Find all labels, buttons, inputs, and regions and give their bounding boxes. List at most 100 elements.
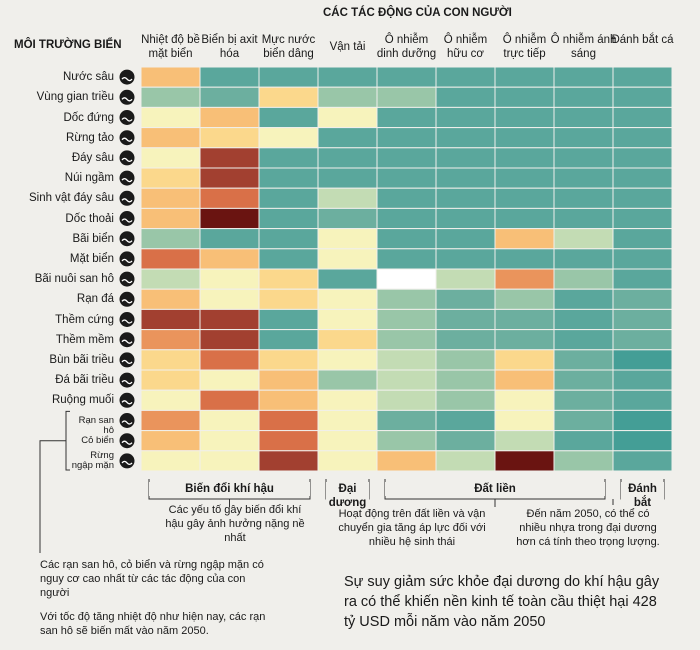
row-label: Rạn san hô (78, 414, 114, 436)
heatmap-cell (199, 86, 260, 108)
heatmap-cell (553, 288, 614, 310)
sea-surface-icon (119, 251, 135, 267)
heatmap-cell (494, 329, 555, 351)
heatmap-cell (317, 430, 378, 452)
heatmap-cell (140, 127, 201, 149)
economy-note: Sự suy giảm sức khỏe đại dương do khí hậ… (344, 574, 660, 630)
soft-shelf-icon (119, 332, 135, 348)
heatmap-cell (494, 207, 555, 230)
kelp-icon (119, 130, 135, 146)
heatmap-cell (199, 228, 260, 250)
heatmap-cell (612, 248, 673, 270)
heatmap-cell (553, 349, 614, 371)
heatmap-cell (376, 349, 437, 371)
heatmap-cell (612, 268, 673, 290)
heatmap-cell (258, 86, 319, 108)
heatmap-cell (317, 106, 378, 129)
heatmap-cell (376, 187, 437, 209)
heatmap-cell (553, 389, 614, 411)
row-label: Đáy sâu (71, 151, 114, 164)
heatmap-cell (553, 207, 614, 230)
heatmap-cell (258, 329, 319, 351)
heatmap-cell (317, 66, 378, 88)
heatmap-cell (376, 167, 437, 189)
heatmap-cell (612, 288, 673, 310)
heatmap-cell (612, 450, 673, 472)
heatmap-cell (553, 409, 614, 432)
deep-seabed-icon (119, 150, 135, 166)
heatmap-cell (199, 268, 260, 290)
column-label: Mực nước biển dâng (261, 34, 316, 60)
hard-shelf-icon (119, 312, 135, 327)
row-label: Dốc thoải (65, 212, 114, 225)
heatmap-cell (612, 207, 673, 230)
heatmap-cell (258, 369, 319, 391)
heatmap-cell (612, 329, 673, 351)
heatmap-cell (199, 369, 260, 391)
heatmap-cell (612, 430, 673, 452)
row-label: Bãi biển (72, 232, 114, 245)
heatmap-cell (376, 66, 437, 88)
heatmap-cell (494, 127, 555, 149)
heatmap-cell (140, 409, 201, 432)
heatmap-cell (199, 389, 260, 411)
heatmap-cell (435, 147, 496, 169)
heatmap-cell (199, 329, 260, 351)
heatmap-cell (140, 167, 201, 189)
heatmap-cell (258, 288, 319, 310)
heatmap-cell (494, 389, 555, 411)
column-label: Nhiệt độ bề mặt biển (141, 34, 200, 60)
heatmap-cell (494, 248, 555, 270)
heatmap-cell (140, 228, 201, 250)
row-label: Vùng gian triều (36, 91, 114, 104)
heatmap-cell (140, 389, 201, 411)
heatmap-cell (199, 349, 260, 371)
row-label: Mặt biển (69, 252, 114, 265)
heatmap-cell (317, 248, 378, 270)
heatmap-cell (140, 329, 201, 351)
heatmap-cell (553, 86, 614, 108)
heatmap-cell (258, 207, 319, 230)
column-label: Biển bị axit hóa (201, 34, 258, 60)
heatmap-cell (199, 106, 260, 129)
heatmap-cell (199, 409, 260, 432)
heatmap-cell (435, 66, 496, 88)
group-label: Biến đổi khí hậu (149, 482, 310, 496)
heatmap-cell (258, 430, 319, 452)
heatmap-cell (376, 369, 437, 391)
row-label: Bùn bãi triều (49, 353, 114, 366)
heatmap-cell (612, 349, 673, 371)
heatmap-cell (317, 86, 378, 108)
heatmap-cell (553, 268, 614, 290)
heatmap-cell (435, 450, 496, 472)
heatmap-cell (612, 308, 673, 331)
heatmap-cell (140, 106, 201, 129)
heatmap-cell (376, 86, 437, 108)
row-label: Rừng ngập mặn (71, 449, 114, 471)
row-label: Đá bãi triều (55, 374, 114, 387)
heatmap-cell (553, 127, 614, 149)
heatmap-cell (317, 127, 378, 149)
row-label: Thềm cứng (55, 313, 114, 326)
heatmap-cell (435, 106, 496, 129)
heatmap-cell (317, 187, 378, 209)
row-label: Cỏ biển (81, 434, 114, 446)
heatmap-cell (435, 167, 496, 189)
land-note: Hoạt động trên đất liền và vận chuyển gi… (338, 508, 486, 548)
heatmap-cell (376, 268, 437, 290)
heatmap-cell (258, 147, 319, 169)
heatmap-cell (494, 228, 555, 250)
heatmap-cell (199, 248, 260, 270)
heatmap-cell (435, 187, 496, 209)
column-label: Ô nhiễm trực tiếp (502, 34, 547, 60)
heatmap-cell (553, 147, 614, 169)
steep-slope-icon (119, 110, 135, 125)
heatmap-cell (435, 207, 496, 230)
heatmap-cell (553, 187, 614, 209)
intertidal-icon (119, 89, 135, 105)
heatmap-cell (376, 329, 437, 351)
column-label: Ô nhiễm dinh dưỡng (376, 34, 437, 60)
heatmap-cell (140, 369, 201, 391)
heatmap-cell (612, 147, 673, 169)
heatmap-cell (140, 268, 201, 290)
